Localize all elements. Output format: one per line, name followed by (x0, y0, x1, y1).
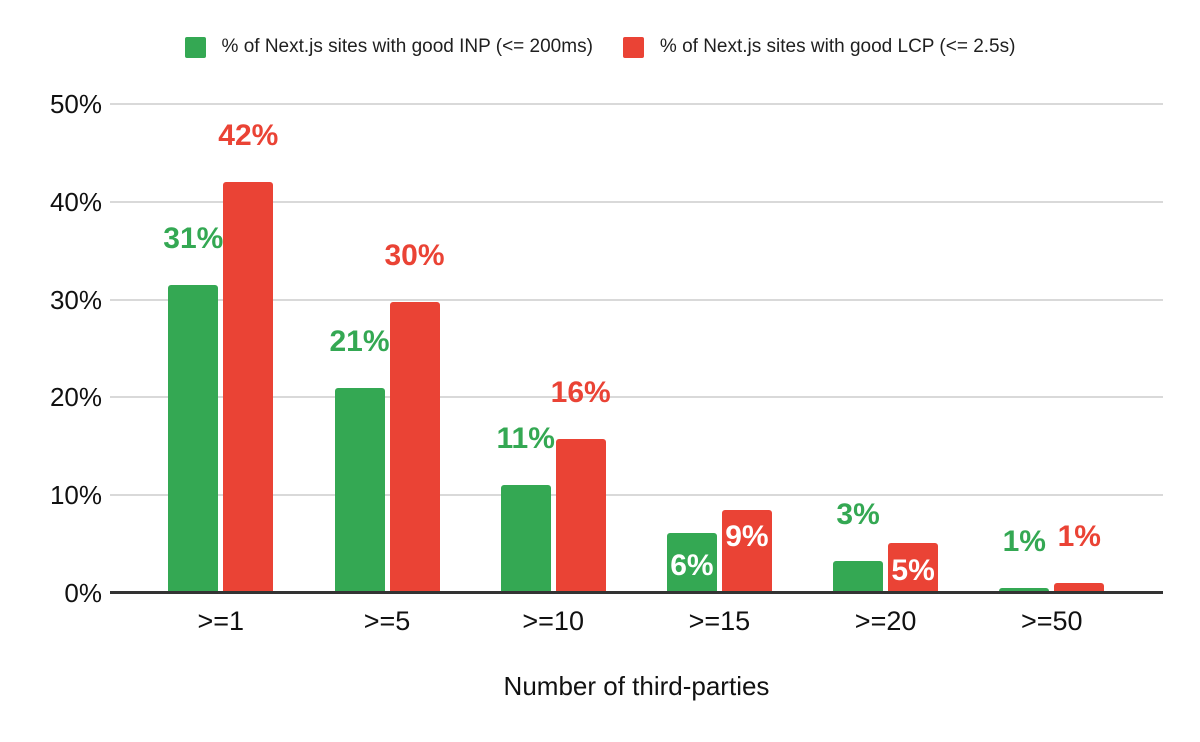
bar-value-label-inp-ge1: 31% (163, 222, 224, 255)
x-axis-line (110, 591, 1163, 594)
x-axis-tick-label: >=1 (197, 606, 245, 636)
x-axis-tick-label: >=20 (854, 606, 917, 636)
bar-value-label-lcp-ge50: 1% (1057, 520, 1101, 553)
y-axis-tick-label: 40% (49, 186, 102, 217)
bar-lcp-ge20 (888, 543, 939, 593)
legend-label-inp: % of Next.js sites with good INP (<= 200… (221, 36, 593, 57)
bar-value-label-inp-ge50: 1% (1002, 525, 1046, 558)
y-axis-tick-label: 10% (49, 480, 102, 511)
legend-item-lcp: % of Next.js sites with good LCP (<= 2.5… (622, 36, 1016, 58)
legend-swatch-inp-icon (184, 36, 206, 58)
bar-value-label-lcp-ge15: 9% (725, 520, 769, 553)
gridline-10 (110, 494, 1163, 497)
gridline-50 (110, 103, 1163, 105)
x-axis-tick-label: >=50 (1021, 606, 1083, 636)
bar-value-label-inp-ge20: 3% (836, 498, 880, 531)
bar-inp-ge5 (334, 388, 385, 593)
gridline-30 (110, 298, 1163, 301)
bar-lcp-ge50 (1054, 583, 1105, 593)
x-axis-title: Number of third-parties (503, 671, 770, 701)
bar-value-label-lcp-ge10: 16% (550, 376, 611, 409)
legend: % of Next.js sites with good INP (<= 200… (0, 36, 1200, 58)
x-axis-tick-label: >=10 (522, 606, 584, 636)
bar-lcp-ge5 (389, 302, 440, 593)
bar-inp-ge20 (833, 561, 884, 593)
bar-inp-ge10 (500, 485, 551, 593)
gridline-20 (110, 396, 1163, 399)
legend-swatch-lcp-icon (622, 36, 644, 58)
bar-value-label-inp-ge15: 6% (670, 549, 714, 582)
x-axis-tick-label: >=15 (688, 606, 751, 636)
x-axis-tick-label: >=5 (363, 606, 411, 636)
bar-value-label-inp-ge10: 11% (496, 422, 555, 455)
gridline-40 (110, 200, 1163, 203)
legend-label-lcp: % of Next.js sites with good LCP (<= 2.5… (659, 36, 1016, 57)
y-axis-tick-label: 50% (49, 89, 102, 119)
bar-inp-ge1 (168, 285, 219, 593)
bar-lcp-ge1 (223, 182, 274, 593)
bar-lcp-ge15 (721, 510, 772, 593)
y-axis-tick-label: 0% (64, 578, 102, 608)
y-axis-tick-label: 30% (49, 284, 102, 315)
bar-lcp-ge10 (555, 439, 606, 593)
bar-value-label-inp-ge5: 21% (329, 325, 390, 358)
y-axis-tick-label: 20% (49, 382, 102, 413)
bar-value-label-lcp-ge1: 42% (218, 119, 279, 152)
bar-inp-ge15 (666, 533, 717, 593)
legend-item-inp: % of Next.js sites with good INP (<= 200… (184, 36, 593, 58)
bar-value-label-lcp-ge20: 5% (891, 554, 935, 587)
bar-value-label-lcp-ge5: 30% (384, 239, 445, 272)
bar-inp-ge50 (999, 588, 1050, 593)
